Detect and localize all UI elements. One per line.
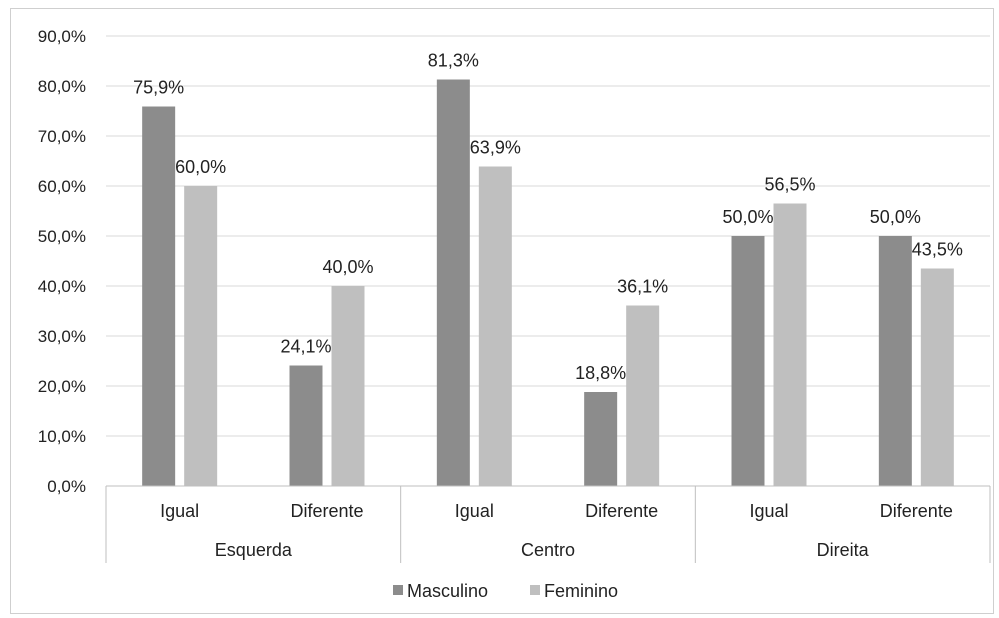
y-tick-label: 70,0% bbox=[38, 127, 86, 146]
bar-masculino bbox=[584, 392, 618, 486]
bar-masculino bbox=[731, 236, 765, 486]
category-label: Diferente bbox=[290, 501, 363, 521]
data-label: 18,8% bbox=[575, 363, 626, 383]
bar-feminino bbox=[478, 166, 512, 486]
data-label: 75,9% bbox=[133, 78, 184, 98]
gridlines bbox=[106, 35, 990, 437]
y-axis-ticks: 0,0% 10,0% 20,0% 30,0% 40,0% 50,0% 60,0% 70,0% 8… bbox=[38, 27, 86, 496]
data-label: 81,3% bbox=[428, 51, 479, 71]
bar-feminino bbox=[920, 268, 954, 486]
bar-feminino bbox=[626, 305, 660, 486]
data-label: 40,0% bbox=[322, 257, 373, 277]
y-tick-label: 50,0% bbox=[38, 227, 86, 246]
bar-feminino bbox=[331, 286, 365, 486]
y-tick-label: 40,0% bbox=[38, 277, 86, 296]
bars bbox=[142, 79, 954, 486]
y-tick-label: 80,0% bbox=[38, 77, 86, 96]
category-label: Igual bbox=[749, 501, 788, 521]
category-label: Igual bbox=[455, 501, 494, 521]
bar-masculino bbox=[289, 365, 323, 486]
bar-masculino bbox=[878, 236, 912, 486]
data-label: 36,1% bbox=[617, 277, 668, 297]
data-label: 50,0% bbox=[722, 207, 773, 227]
data-label: 50,0% bbox=[870, 207, 921, 227]
group-label: Direita bbox=[817, 540, 870, 560]
bar-masculino bbox=[436, 79, 470, 486]
bar-feminino bbox=[184, 186, 218, 486]
data-labels: 75,9% 24,1% 81,3% 18,8% 50,0% 50,0% 60,0% 40,0%… bbox=[133, 51, 963, 384]
category-label: Diferente bbox=[880, 501, 953, 521]
category-label: Diferente bbox=[585, 501, 658, 521]
y-tick-label: 20,0% bbox=[38, 377, 86, 396]
group-label: Esquerda bbox=[215, 540, 293, 560]
data-label: 24,1% bbox=[280, 337, 331, 357]
bar-masculino bbox=[142, 106, 176, 486]
data-label: 63,9% bbox=[470, 138, 521, 158]
legend-label: Feminino bbox=[544, 581, 618, 601]
data-label: 43,5% bbox=[912, 240, 963, 260]
legend: Masculino Feminino bbox=[393, 581, 618, 601]
legend-swatch-feminino bbox=[530, 585, 540, 595]
data-label: 60,0% bbox=[175, 157, 226, 177]
y-tick-label: 0,0% bbox=[47, 477, 86, 496]
x-axis: Igual Diferente Igual Diferente Igual Diferen… bbox=[105, 485, 991, 563]
y-tick-label: 30,0% bbox=[38, 327, 86, 346]
y-tick-label: 10,0% bbox=[38, 427, 86, 446]
y-tick-label: 60,0% bbox=[38, 177, 86, 196]
bar-feminino bbox=[773, 203, 807, 486]
y-tick-label: 90,0% bbox=[38, 27, 86, 46]
data-label: 56,5% bbox=[764, 175, 815, 195]
legend-label: Masculino bbox=[407, 581, 488, 601]
category-label: Igual bbox=[160, 501, 199, 521]
legend-swatch-masculino bbox=[393, 585, 403, 595]
group-label: Centro bbox=[521, 540, 575, 560]
